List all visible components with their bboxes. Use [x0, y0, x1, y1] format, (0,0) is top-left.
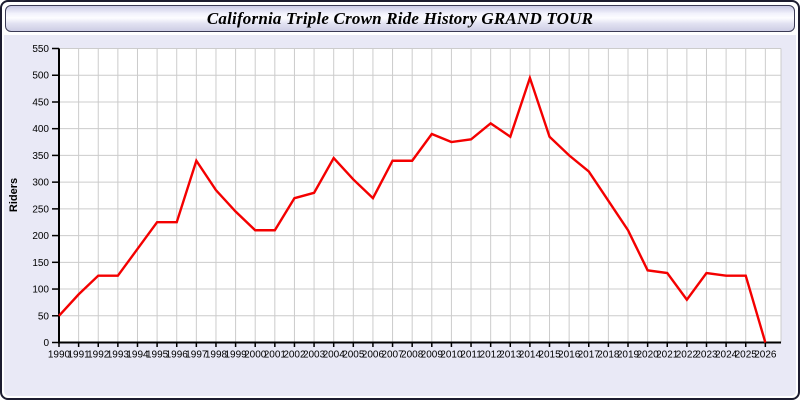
- y-axis-label: Riders: [8, 178, 20, 212]
- x-tick-label: 2002: [283, 350, 306, 361]
- title-bar: California Triple Crown Ride History GRA…: [5, 5, 795, 32]
- plot-area: [59, 48, 781, 343]
- y-tick-label: 400: [32, 124, 49, 135]
- y-tick-label: 150: [32, 258, 49, 269]
- riders-data-line: [58, 74, 767, 343]
- x-tick-label: 2005: [342, 350, 365, 361]
- x-tick-label: 2026: [754, 350, 777, 361]
- page-title: California Triple Crown Ride History GRA…: [206, 8, 594, 28]
- x-tick-label: 2023: [695, 350, 718, 361]
- x-tick-label: 2008: [401, 350, 424, 361]
- gridlines-group: [59, 48, 782, 343]
- y-tick-label: 200: [32, 231, 49, 242]
- y-tick-label: 500: [32, 71, 49, 82]
- x-tick-label: 2019: [617, 350, 640, 361]
- chart-panel: 0 50 100 150 200 250 300 350 400 450 500 550 1990 199…: [4, 35, 796, 396]
- x-tick-label: 2017: [578, 350, 601, 361]
- x-tick-label: 1992: [87, 350, 110, 361]
- x-tick-label: 2021: [656, 350, 679, 361]
- x-tick-label: 2018: [597, 350, 620, 361]
- x-tick-label: 2020: [637, 350, 660, 361]
- y-tick-label: 100: [32, 285, 49, 296]
- x-tick-label: 2013: [499, 350, 522, 361]
- x-tick-label: 2003: [303, 350, 326, 361]
- x-tick-label: 2012: [480, 350, 503, 361]
- x-tick-label: 1996: [166, 350, 189, 361]
- y-tick-label: 0: [43, 338, 49, 349]
- y-tick-label: 50: [38, 311, 50, 322]
- x-tick-label: 1993: [107, 350, 130, 361]
- y-tick-label: 550: [32, 44, 49, 55]
- x-tick-label: 2007: [381, 350, 404, 361]
- x-tick-label: 1995: [146, 350, 169, 361]
- x-tick-label: 2024: [715, 350, 738, 361]
- x-tick-label: 1994: [126, 350, 149, 361]
- y-tick-label: 300: [32, 178, 49, 189]
- x-tick-label: 2006: [362, 350, 385, 361]
- x-tick-label: 2000: [244, 350, 267, 361]
- y-tick-label: 250: [32, 204, 49, 215]
- x-tick-label: 2014: [519, 350, 542, 361]
- x-tick-label: 2011: [460, 350, 482, 361]
- x-tick-label: 2022: [676, 350, 699, 361]
- x-tick-label: 1991: [67, 350, 90, 361]
- x-tick-label: 2001: [264, 350, 287, 361]
- x-tick-label: 2016: [558, 350, 581, 361]
- x-tick-label: 1990: [48, 350, 71, 361]
- y-tick-label: 450: [32, 97, 49, 108]
- x-tick-label: 2025: [735, 350, 758, 361]
- ticks-group: [52, 47, 767, 347]
- x-tick-label: 1999: [224, 350, 247, 361]
- tick-labels-group: 0501001502002503003504004505005501990199…: [32, 44, 777, 361]
- ride-history-chart: 0501001502002503003504004505005501990199…: [8, 44, 782, 361]
- x-tick-label: 1998: [205, 350, 228, 361]
- y-tick-label: 350: [32, 151, 49, 162]
- x-tick-label: 2010: [440, 350, 463, 361]
- x-tick-label: 2004: [323, 350, 346, 361]
- x-tick-label: 2009: [421, 350, 444, 361]
- x-tick-label: 2015: [538, 350, 561, 361]
- axes-group: [58, 48, 781, 344]
- x-tick-label: 1997: [185, 350, 208, 361]
